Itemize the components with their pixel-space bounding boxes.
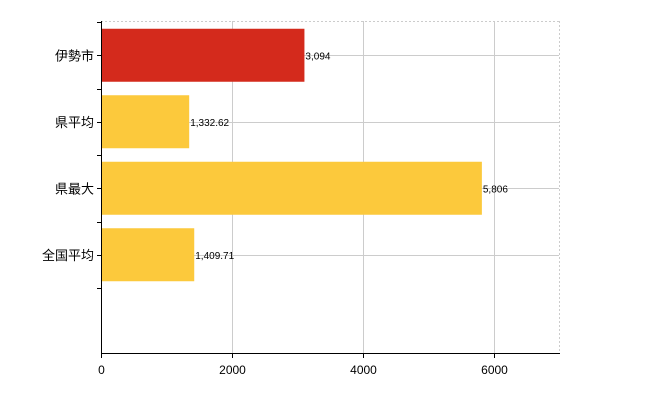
category-label-0: 伊勢市 (55, 48, 94, 64)
bar-1 (102, 95, 190, 149)
x-tick-label-0: 0 (98, 363, 105, 377)
category-label-3: 全国平均 (42, 248, 94, 264)
data-label-0: 3,094 (305, 51, 330, 62)
x-tick-label-2000: 2000 (219, 363, 246, 377)
x-tick-label-4000: 4000 (350, 363, 377, 377)
category-label-1: 県平均 (55, 116, 94, 131)
category-label-2: 県最大 (55, 182, 94, 197)
bar-3 (102, 228, 195, 282)
data-label-3: 1,409.71 (195, 251, 234, 262)
bar-2 (102, 161, 482, 215)
x-tick-label-6000: 6000 (481, 363, 508, 377)
data-label-1: 1,332.62 (190, 118, 229, 129)
data-label-2: 5,806 (483, 184, 508, 195)
axes (97, 21, 560, 358)
bars (102, 28, 482, 282)
bar-0 (102, 28, 305, 82)
